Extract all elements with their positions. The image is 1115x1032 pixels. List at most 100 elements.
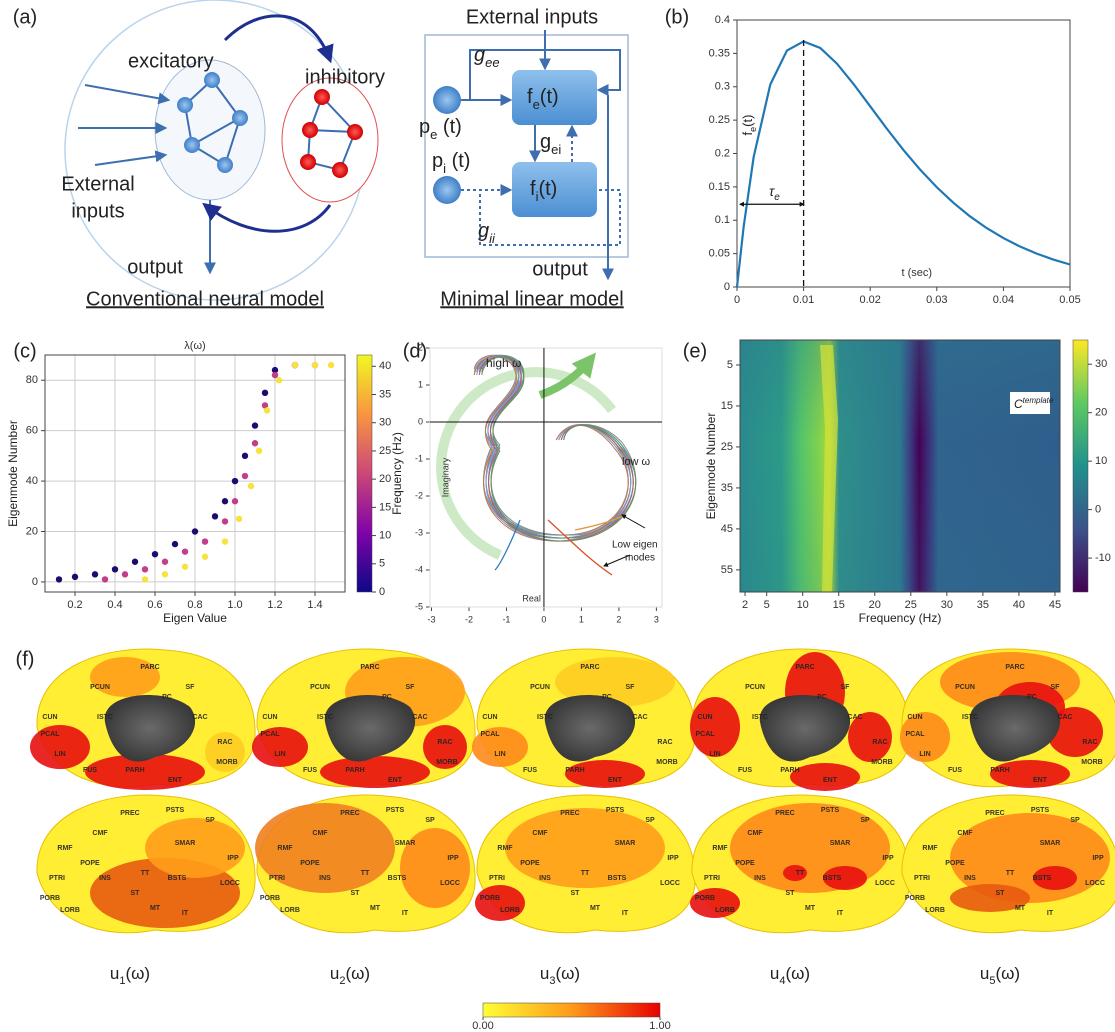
y-tick-label: 45 (721, 523, 733, 535)
label: pe (t) (419, 116, 462, 142)
region-label: IPP (227, 855, 239, 862)
trajectories (436, 352, 637, 576)
medial-brain: PARC PCUN SF CUN ISTC CAC PC PCAL LIN FUS PARH ENT R… (900, 648, 1115, 788)
chart-title: λ(ω) (184, 340, 205, 352)
plot-bg (429, 347, 663, 608)
panel-label: (e) (683, 340, 707, 362)
label: u3(ω) (540, 964, 580, 986)
y-axis-label: Imaginary (440, 457, 450, 497)
region-label: SP (1070, 817, 1080, 824)
x-tick-label: -2 (465, 614, 473, 624)
region-label: PCAL (260, 731, 280, 738)
label-part: 2 (339, 975, 345, 987)
label-part: 3 (549, 975, 555, 987)
lateral-brain: PREC PSTS SP CMF SMAR RMF POPE PTRI INS TT BSTS IPP… (690, 794, 911, 934)
region-label: LIN (709, 751, 720, 758)
region-label: TT (141, 870, 150, 877)
y-tick-label: 60 (26, 425, 38, 437)
region-label: CAC (847, 714, 862, 721)
x-tick-label: 0.03 (926, 294, 947, 306)
trajectory (476, 356, 632, 542)
region-label: CUN (482, 714, 497, 721)
region-label: PREC (120, 810, 139, 817)
region-label: MORB (1081, 759, 1102, 766)
caption: Conventional neural model (86, 288, 324, 310)
region-label: PARC (360, 664, 379, 671)
x-tick-label: 0.01 (793, 294, 814, 306)
region-label: SMAR (830, 840, 851, 847)
region-label: LORB (925, 907, 945, 914)
label: inputs (71, 200, 124, 222)
y-tick-label: 80 (26, 374, 38, 386)
region-label: CMF (312, 830, 328, 837)
label-part: p (432, 150, 443, 172)
region-label: ISTC (752, 714, 768, 721)
colorbar-tick-label: 10 (379, 529, 391, 541)
region-label: FUS (948, 767, 962, 774)
point (171, 540, 179, 548)
x-tick-label: 0 (541, 614, 546, 624)
y-tick-label: -4 (415, 564, 423, 574)
point (235, 515, 243, 523)
point (251, 440, 259, 447)
region-label: BSTS (168, 875, 187, 882)
y-tick-label: 5 (727, 359, 733, 371)
label-part: ee (485, 55, 499, 70)
trajectory (478, 356, 634, 542)
region-label: CUN (262, 714, 277, 721)
label: External inputs (466, 6, 598, 28)
region-label: PARC (140, 664, 159, 671)
region-label: MORB (216, 759, 237, 766)
region-label: FUS (738, 767, 752, 774)
x-tick-label: 15 (833, 599, 845, 611)
region-label: MT (150, 905, 161, 912)
region-label: PARC (795, 664, 814, 671)
region-patch (690, 697, 740, 757)
region-label: ISTC (962, 714, 978, 721)
x-tick-label: 0.04 (993, 294, 1014, 306)
region-label: PORB (260, 895, 280, 902)
region-patch (900, 712, 950, 762)
point (131, 558, 139, 565)
region-label: IPP (882, 855, 894, 862)
y-tick-label: 0.05 (709, 248, 730, 260)
point (255, 447, 263, 455)
y-tick-label: 55 (721, 564, 733, 576)
x-tick-label: 0.2 (67, 599, 82, 611)
region-label: RAC (217, 739, 232, 746)
label-part: 4 (779, 975, 785, 987)
region-label: PC (1027, 694, 1037, 701)
label: fe(t) (527, 86, 559, 112)
label-part: (ω) (555, 964, 580, 983)
x-tick-label: 2 (616, 614, 621, 624)
region-label: SMAR (1040, 840, 1061, 847)
region-label: FUS (523, 767, 537, 774)
region-label: PCUN (955, 684, 975, 691)
region-label: RMF (922, 845, 938, 852)
peak-ridge (820, 345, 838, 592)
point (231, 498, 239, 505)
region-label: CUN (697, 714, 712, 721)
point (91, 571, 99, 578)
region-patch (205, 732, 245, 772)
conventional-model: excitatory inhibitory External inputs ou… (61, 0, 385, 310)
point (291, 361, 299, 369)
region-label: INS (964, 875, 976, 882)
medial-brain: PARC PCUN SF CUN ISTC CAC PC PCAL LIN FUS PARH ENT R… (472, 648, 696, 788)
label-part: i (443, 161, 446, 176)
x-axis-label: Eigen Value (163, 611, 227, 625)
label-part: 1 (119, 975, 125, 987)
label: inhibitory (305, 66, 385, 88)
region-label: INS (99, 875, 111, 882)
region-label: RAC (1082, 739, 1097, 746)
region-label: LORB (500, 907, 520, 914)
colorbar (482, 1002, 661, 1018)
region-label: MT (1015, 905, 1026, 912)
region-label: PCAL (480, 731, 500, 738)
region-label: TT (1006, 870, 1015, 877)
label-part: (t) (540, 86, 559, 108)
region-label: INS (754, 875, 766, 882)
label-part: f (530, 178, 536, 200)
region-label: SMAR (175, 840, 196, 847)
